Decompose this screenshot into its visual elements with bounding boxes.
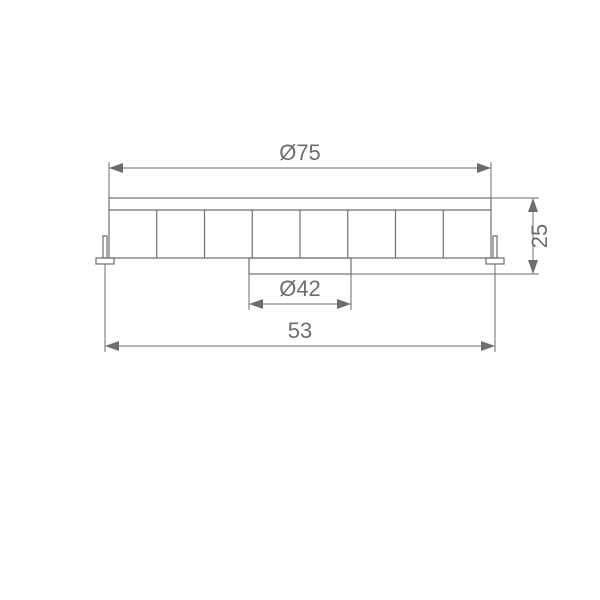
base-block [249, 258, 351, 274]
pin-right [486, 236, 504, 264]
dimensioned-drawing: Ø75 Ø42 53 25 [0, 0, 600, 600]
pin-left [96, 236, 114, 264]
drawing-svg: Ø75 Ø42 53 25 [0, 0, 600, 600]
dim-d42-label: Ø42 [279, 276, 321, 301]
dim-53-label: 53 [288, 318, 312, 343]
dim-25-label: 25 [527, 224, 552, 248]
dim-d75-label: Ø75 [279, 140, 321, 165]
